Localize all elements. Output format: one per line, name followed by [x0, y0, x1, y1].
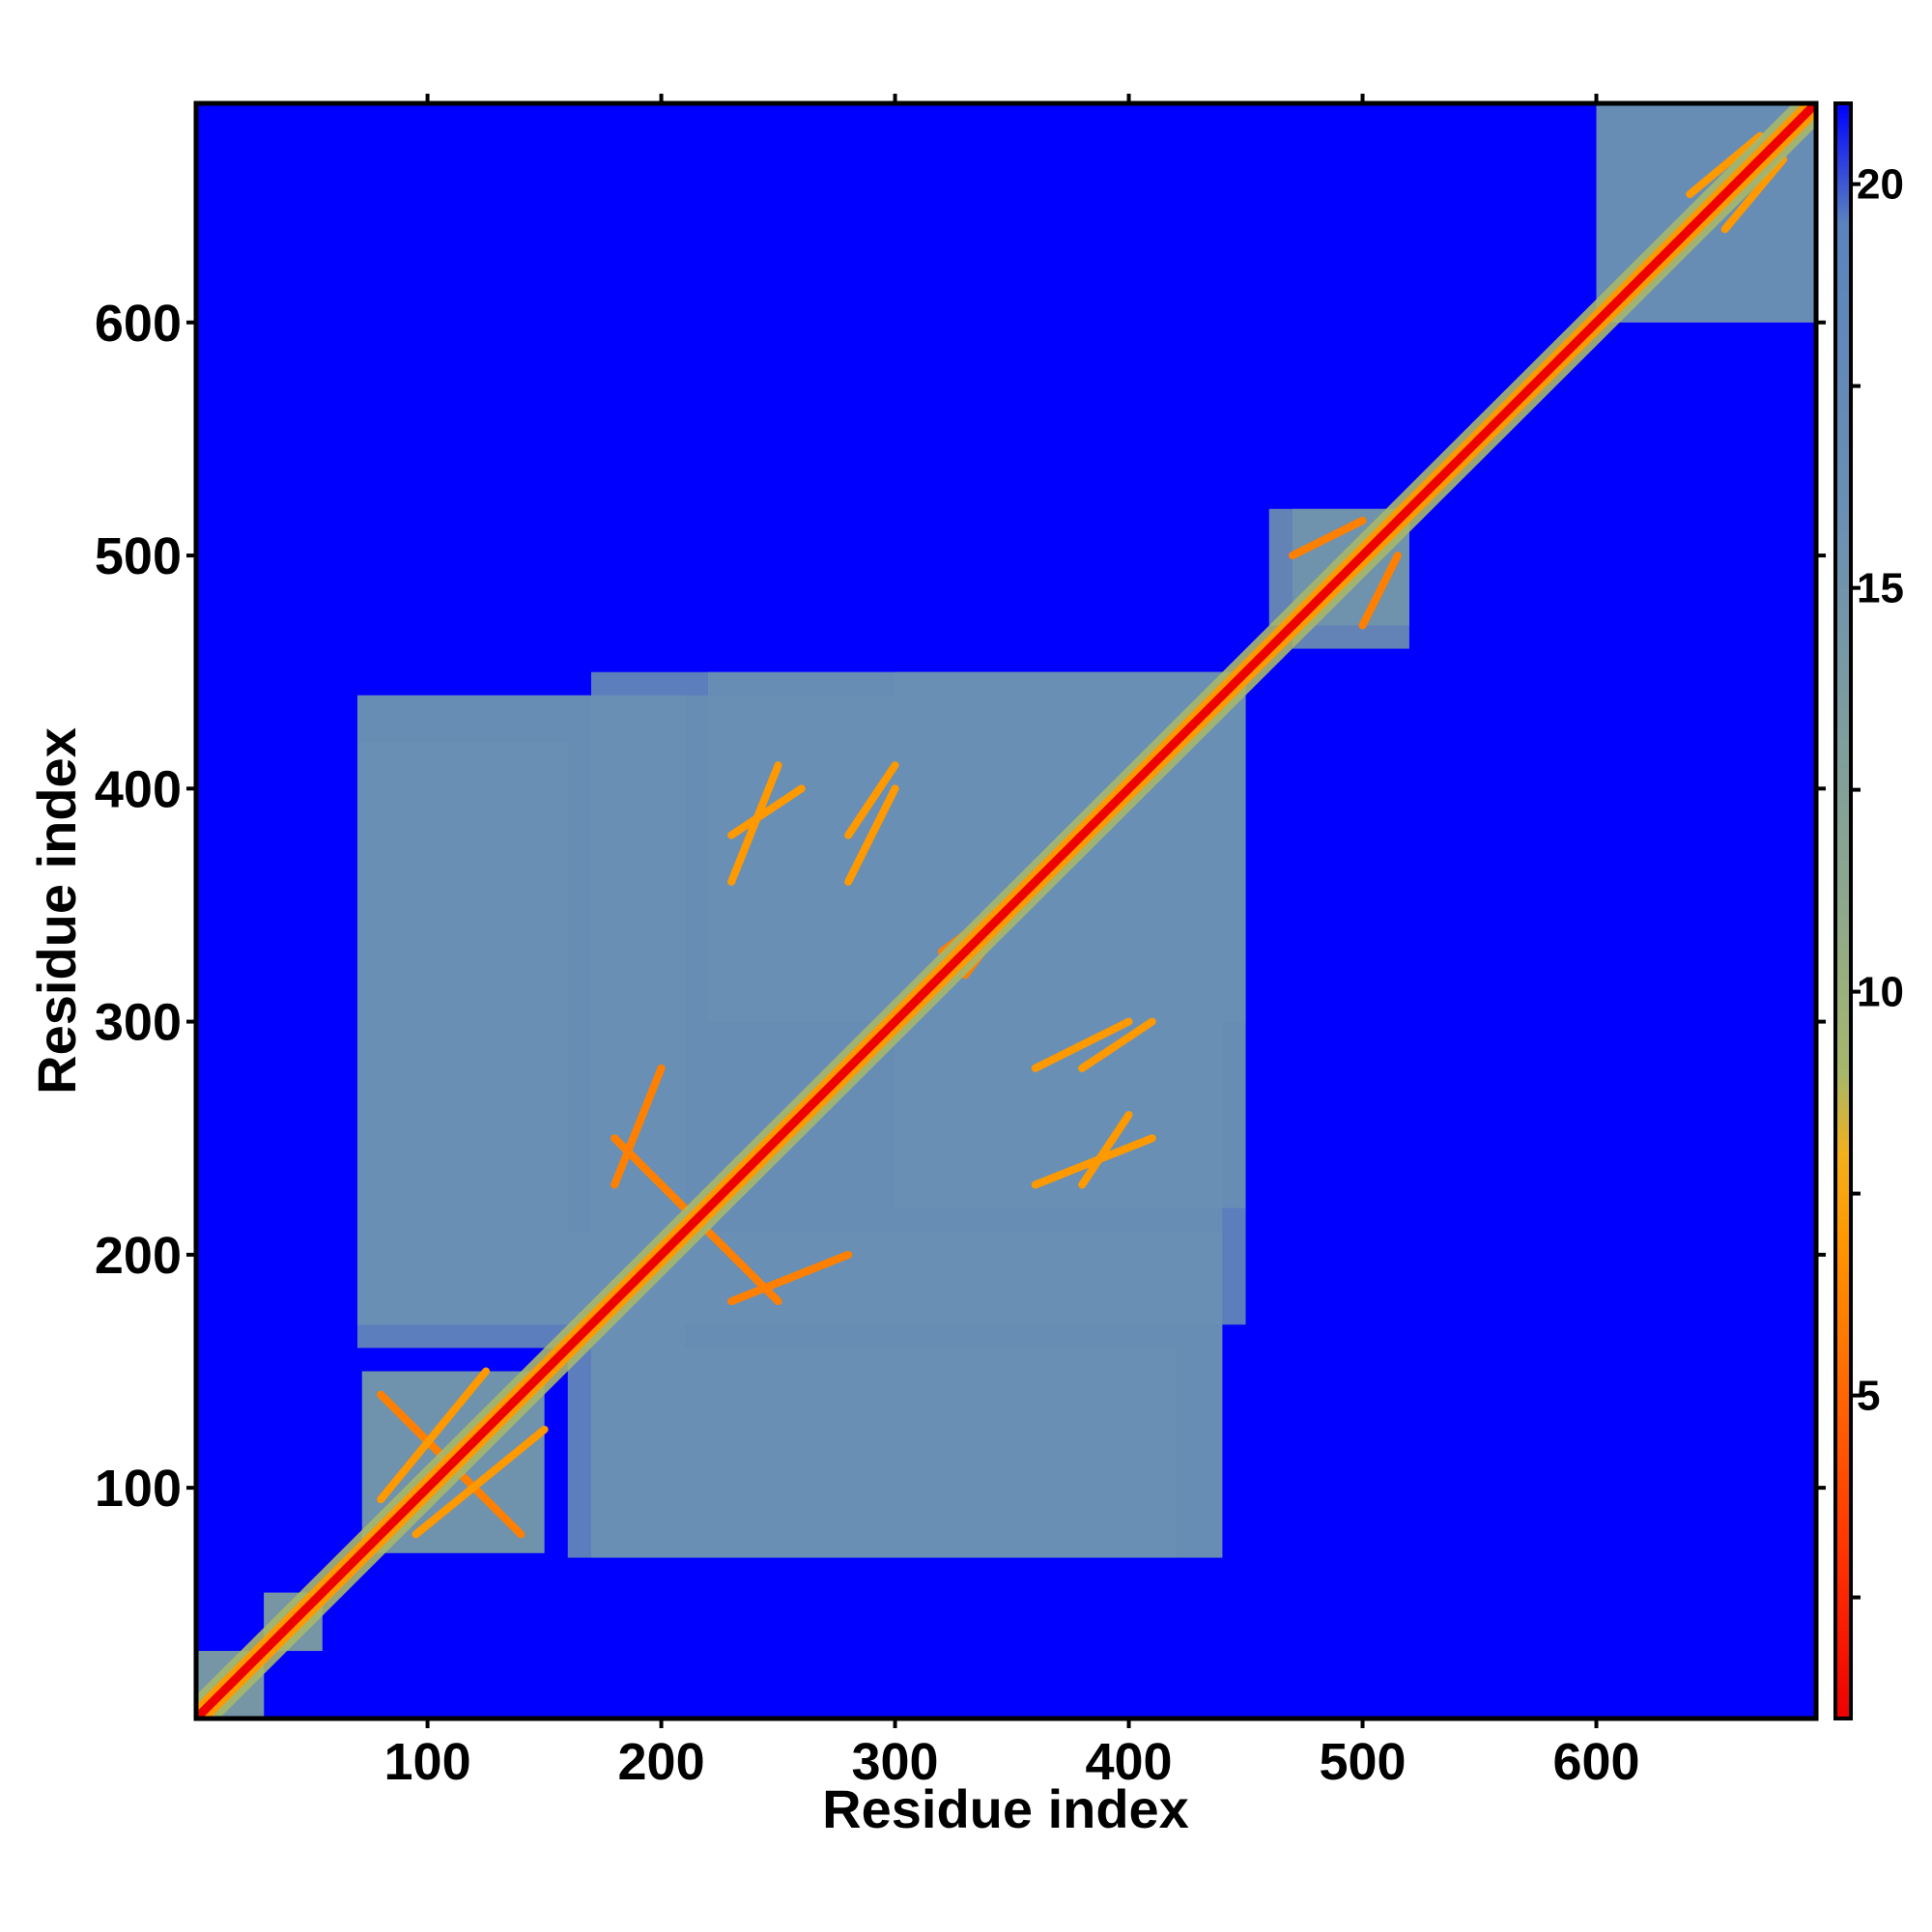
contact-arc: [727, 761, 782, 886]
contact-arc: [1078, 1017, 1156, 1072]
contact-arc: [844, 784, 899, 886]
contact-arc: [1720, 155, 1788, 234]
diagonal-line: [196, 103, 1816, 1719]
y-tick-label: 600: [95, 295, 182, 353]
plot-frame: [193, 100, 1819, 1721]
contact-arc: [1031, 1017, 1133, 1072]
colorbar-tick-label: 20: [1857, 161, 1904, 209]
heatmap-plot-area: [193, 100, 1819, 1721]
contact-arc: [844, 761, 899, 839]
contact-arc: [611, 1064, 666, 1189]
x-axis-label: Residue index: [822, 1778, 1189, 1839]
contact-arc: [1686, 131, 1764, 199]
contact-arc: [377, 1367, 491, 1504]
contact-arc: [1358, 552, 1402, 630]
contact-region: [590, 1348, 1176, 1558]
contact-arc: [1288, 516, 1367, 560]
colorbar-gradient: [1833, 101, 1853, 1720]
y-axis: 100 200 300 400 500 600: [95, 295, 1826, 1518]
y-tick-label: 200: [95, 1227, 182, 1285]
contact-arc: [412, 1425, 549, 1539]
x-tick-label: 400: [1085, 1733, 1172, 1791]
colorbar-tick-label: 15: [1857, 565, 1904, 612]
heatmap-cells: [196, 103, 1816, 1719]
x-tick-label: 100: [384, 1733, 471, 1791]
colorbar: 5 10 15 20: [1833, 101, 1904, 1720]
x-axis: 100 200 300 400 500 600: [384, 94, 1640, 1791]
x-tick-label: 600: [1552, 1733, 1639, 1791]
x-tick-label: 200: [618, 1733, 705, 1791]
contact-arc: [1031, 1134, 1156, 1189]
y-tick-label: 500: [95, 527, 182, 585]
colorbar-tick-label: 5: [1857, 1373, 1880, 1420]
colorbar-ticks: 5 10 15 20: [1851, 161, 1904, 1600]
contact-arc: [400, 1413, 526, 1539]
contact-arc: [1078, 1111, 1133, 1189]
contact-arc: [727, 1250, 853, 1306]
y-tick-label: 400: [95, 760, 182, 818]
y-axis-label: Residue index: [26, 727, 87, 1094]
contact-arc: [727, 784, 806, 839]
contact-region: [356, 742, 568, 1325]
y-tick-label: 300: [95, 994, 182, 1052]
x-tick-label: 300: [851, 1733, 938, 1791]
y-tick-label: 100: [95, 1460, 182, 1518]
x-tick-label: 500: [1319, 1733, 1406, 1791]
colorbar-tick-label: 10: [1857, 969, 1904, 1016]
contact-region: [895, 671, 1246, 1208]
